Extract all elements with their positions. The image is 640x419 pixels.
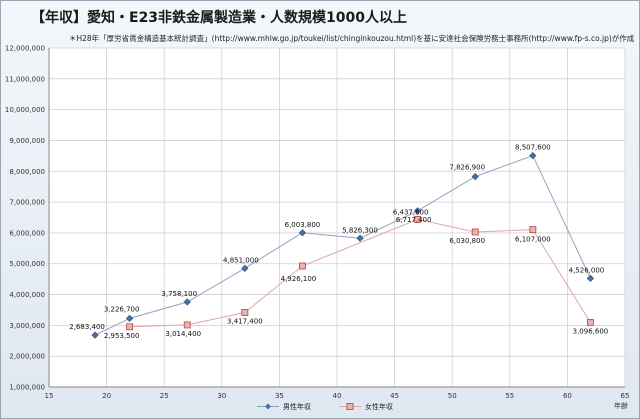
- y-tick-label: 9,000,000: [9, 137, 45, 145]
- legend-item-female: 女性年収: [339, 402, 393, 411]
- x-axis-label: 年齢: [614, 401, 628, 410]
- y-tick-label: 1,000,000: [9, 384, 45, 392]
- data-label: 8,507,600: [515, 144, 551, 152]
- data-point-female: [471, 228, 479, 236]
- series-line-male: [94, 154, 591, 336]
- y-tick-label: 4,000,000: [9, 291, 45, 299]
- x-tick-labels: 15 20 25 30 35 40 45 50 55 60 65: [45, 392, 630, 400]
- data-label: 7,826,900: [449, 164, 485, 172]
- chart-title: 【年収】愛知・E23非鉄金属製造業・人数規模1000人以上: [31, 10, 408, 26]
- data-labels: 2,683,400 3,226,700 3,758,100 4,851,000 6,00…: [69, 144, 608, 340]
- x-tick-label: 15: [45, 392, 54, 400]
- x-tick-label: 30: [217, 392, 226, 400]
- legend-marker: [346, 403, 354, 410]
- data-point-male: [414, 207, 422, 215]
- series-line-female: [129, 218, 591, 328]
- y-tick-label: 7,000,000: [9, 199, 45, 207]
- data-label: 6,437,600: [393, 208, 429, 216]
- legend-label: 女性年収: [365, 402, 393, 411]
- data-point-male: [586, 274, 595, 282]
- data-label: 3,226,700: [104, 305, 140, 313]
- data-label: 3,096,600: [573, 327, 609, 335]
- x-tick-label: 25: [160, 392, 169, 400]
- series-group: [91, 152, 595, 339]
- data-point-female: [183, 321, 191, 329]
- x-tick-label: 45: [390, 392, 399, 400]
- data-label: 2,683,400: [69, 323, 105, 331]
- data-point-male: [298, 229, 307, 237]
- y-tick-label: 8,000,000: [9, 168, 45, 176]
- data-label: 3,758,100: [161, 290, 197, 298]
- y-tick-label: 3,000,000: [9, 322, 45, 330]
- data-label: 3,417,400: [227, 318, 263, 326]
- legend-item-male: 男性年収: [257, 402, 311, 411]
- y-tick-label: 11,000,000: [5, 75, 45, 83]
- x-tick-label: 50: [448, 392, 457, 400]
- data-label: 3,014,400: [165, 330, 201, 338]
- x-tick-label: 55: [505, 392, 514, 400]
- chart-subtitle: ＊H28年「厚労省賃金構造基本統計調査」(http://www.mhlw.go.…: [69, 34, 635, 43]
- data-point-male: [241, 264, 249, 272]
- data-point-male: [471, 172, 479, 181]
- y-tick-labels: 1,000,000 2,000,000 3,000,000 4,000,000 5,00…: [5, 45, 45, 392]
- data-label: 4,851,000: [223, 256, 259, 264]
- data-point-male: [356, 234, 364, 242]
- legend: 男性年収 女性年収: [257, 402, 393, 411]
- x-tick-label: 65: [621, 392, 630, 400]
- data-point-female: [241, 309, 249, 316]
- data-point-female: [414, 215, 422, 223]
- data-label: 2,953,500: [104, 332, 140, 340]
- y-tick-label: 5,000,000: [9, 260, 45, 268]
- y-tick-label: 2,000,000: [9, 353, 45, 361]
- data-label: 6,717,400: [396, 216, 432, 224]
- x-tick-label: 35: [275, 392, 284, 400]
- data-label: 6,030,800: [449, 237, 485, 245]
- data-point-male: [183, 298, 191, 306]
- data-label: 4,926,100: [281, 275, 317, 283]
- y-tick-label: 12,000,000: [5, 45, 45, 53]
- legend-marker: [265, 403, 271, 410]
- data-label: 6,003,800: [285, 221, 321, 229]
- data-point-male: [126, 314, 134, 323]
- data-label: 5,826,300: [342, 226, 378, 234]
- y-tick-label: 10,000,000: [5, 106, 45, 114]
- data-point-female: [529, 226, 537, 234]
- y-tick-label: 6,000,000: [9, 229, 45, 237]
- x-tick-label: 20: [102, 392, 111, 400]
- data-label: 6,107,000: [515, 236, 551, 244]
- x-tick-label: 40: [333, 392, 342, 400]
- data-point-female: [126, 323, 134, 331]
- data-point-male: [529, 152, 537, 160]
- data-point-female: [586, 318, 594, 326]
- data-label: 4,526,000: [569, 266, 605, 274]
- legend-label: 男性年収: [283, 402, 311, 411]
- x-tick-label: 60: [563, 392, 572, 400]
- data-point-female: [298, 262, 306, 270]
- data-point-male: [91, 331, 99, 339]
